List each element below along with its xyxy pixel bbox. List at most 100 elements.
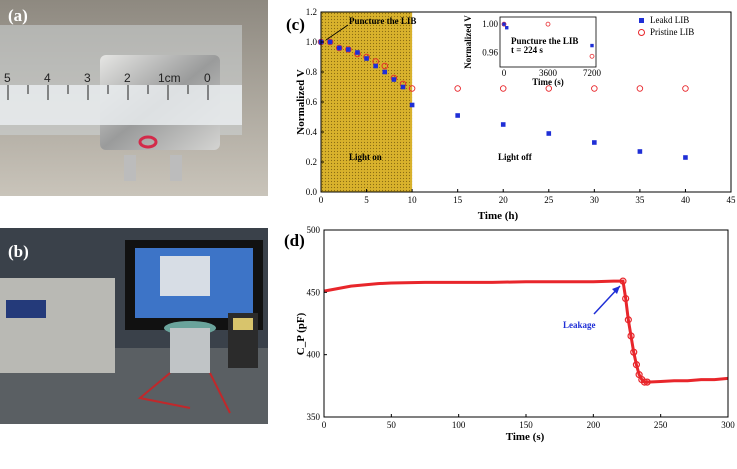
legend-pristine: Pristine LIB: [650, 27, 694, 37]
cp-point: [619, 277, 627, 285]
inset-xtick-label: 0: [502, 68, 507, 78]
c-ytick-label: 0.8: [306, 67, 318, 77]
battery-tab-right: [170, 155, 182, 181]
legend-leaked: Leakd LIB: [650, 15, 689, 25]
pristine-point: [381, 62, 389, 70]
leaked-point: [546, 131, 552, 136]
d-xtick-label: 150: [519, 420, 533, 430]
test-lead: [137, 372, 191, 409]
inset-pristine-point: [545, 21, 551, 27]
battery-tab-left: [124, 155, 136, 181]
c-xtick-label: 5: [364, 195, 369, 205]
pristine-point: [636, 85, 644, 92]
pristine-point: [408, 85, 416, 92]
inset-ytick-label: 1.00: [482, 19, 498, 29]
d-ytick-label: 400: [307, 350, 321, 360]
inset-chart: 0 3600 7200 0.96 1.00 Puncture the LIB t = 2…: [463, 15, 602, 87]
ruler-num-4: 4: [44, 71, 51, 85]
inset-leaked-point: [590, 43, 594, 48]
puncture-arrow: [325, 24, 349, 41]
pristine-point: [335, 44, 343, 52]
ruler-num-5: 5: [4, 71, 11, 85]
c-xtick-label: 10: [408, 195, 418, 205]
leaked-point: [382, 69, 388, 75]
inset-pristine-point: [501, 21, 507, 27]
d-plot-frame: [323, 229, 729, 418]
c-xtick-label: 0: [319, 195, 324, 205]
light-on-label: Light on: [349, 152, 382, 162]
d-xtick-label: 300: [721, 420, 735, 430]
panel-label-b: (b): [8, 242, 29, 261]
leakage-annotation: Leakage: [563, 320, 596, 330]
d-ytick-label: 500: [307, 225, 321, 235]
cp-point: [624, 316, 632, 324]
d-xtick-label: 0: [322, 420, 327, 430]
leaked-point: [455, 113, 460, 118]
inset-annotation-1: Puncture the LIB: [511, 36, 578, 46]
pristine-point: [545, 85, 553, 92]
panel-label-a: (a): [8, 6, 28, 25]
leaked-point: [327, 39, 333, 45]
chart-c: (c) 0 5 10 15 20 25 30 35 40 45 0.0 0.2 0.4 0.6 0.8 1.0…: [286, 7, 737, 222]
cp-point: [627, 332, 635, 340]
leaked-point: [592, 140, 597, 145]
cp-point: [632, 361, 641, 369]
inset-annotation-2: t = 224 s: [511, 45, 543, 55]
c-xtick-label: 25: [544, 195, 554, 205]
inset-xlabel: Time (s): [532, 77, 564, 87]
chart-d: (d) 0 50 100 150 200 250 300 350 400 450 500 Leaka…: [284, 225, 735, 443]
leaked-point: [364, 56, 369, 61]
pristine-point: [682, 85, 689, 92]
test-lead-2: [209, 372, 231, 414]
pristine-point: [326, 38, 334, 46]
d-xtick-label: 200: [587, 420, 601, 430]
c-xtick-label: 30: [590, 195, 600, 205]
c-ytick-label: 0.6: [306, 97, 318, 107]
d-ylabel: C_P (pF): [295, 312, 307, 355]
inset-pristine-point: [589, 53, 595, 59]
pristine-point: [499, 85, 507, 92]
lab-setup-photo: (b): [0, 228, 268, 424]
inset-leaked-point: [505, 26, 509, 30]
pristine-point: [591, 85, 598, 92]
leaked-point: [683, 155, 688, 160]
multimeter-display: [233, 318, 253, 330]
panel-label-d: (d): [284, 231, 305, 250]
light-off-label: Light off: [498, 152, 533, 162]
inset-ylabel: Normalized V: [463, 15, 473, 69]
legend-marker-pristine: [638, 29, 645, 36]
leaked-point: [500, 122, 506, 127]
ruler-num-0: 0: [204, 71, 211, 85]
c-ylabel: Normalized V: [295, 69, 307, 135]
leaked-point: [400, 84, 406, 90]
supply-display: [6, 300, 46, 318]
c-ytick-label: 0.0: [306, 187, 318, 197]
ruler: [0, 85, 242, 125]
d-xtick-label: 50: [387, 420, 397, 430]
shaded-region: [321, 12, 413, 192]
c-xtick-label: 15: [453, 195, 463, 205]
leaked-point: [336, 45, 342, 51]
c-xtick-label: 40: [681, 195, 691, 205]
cp-point: [643, 378, 651, 386]
leakage-arrowhead: [612, 286, 620, 294]
lab-setup-photo-art: [0, 228, 268, 424]
d-ytick-label: 350: [307, 412, 321, 422]
c-xlabel: Time (h): [478, 210, 519, 222]
leaked-point: [637, 149, 643, 154]
leaked-point: [409, 102, 415, 108]
puncture-annotation: Puncture the LIB: [349, 16, 416, 26]
leaked-point: [355, 50, 360, 55]
battery-ruler-photo: 5 4 3 2 1cm 0 (a): [0, 0, 268, 196]
inset-xtick-label: 3600: [539, 68, 558, 78]
c-xtick-label: 45: [727, 195, 737, 205]
light-on-shade: [321, 12, 413, 192]
c-ytick-label: 1.2: [306, 7, 317, 17]
pristine-point: [345, 46, 352, 53]
cp-curve: [323, 279, 729, 384]
inset-leaked-point: [502, 22, 506, 26]
ruler-num-3: 3: [84, 71, 91, 85]
test-chamber: [170, 328, 210, 373]
legend: Leakd LIB Pristine LIB: [638, 15, 694, 37]
ruler-num-2: 2: [124, 71, 131, 85]
